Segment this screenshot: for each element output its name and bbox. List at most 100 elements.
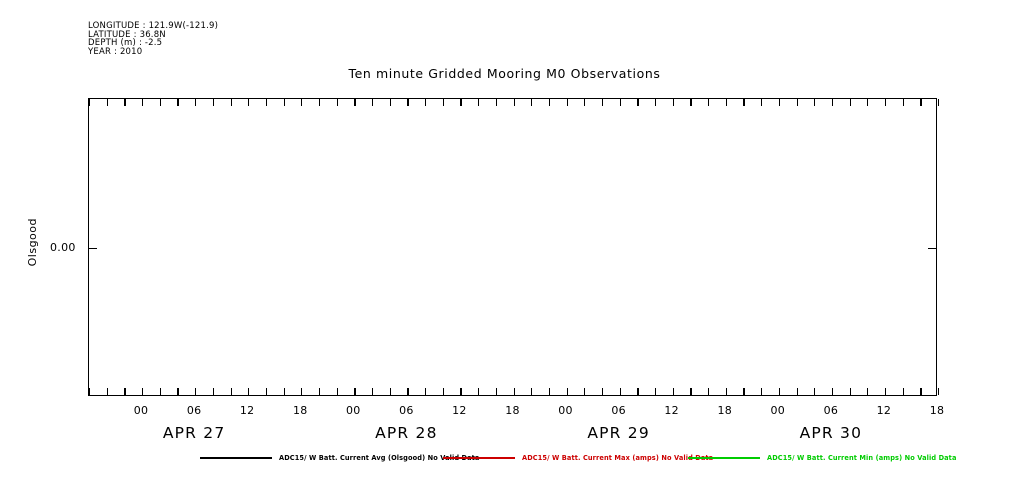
x-axis-tick-top bbox=[867, 99, 869, 106]
x-axis-tick-bottom bbox=[442, 388, 444, 395]
x-axis-tick-top bbox=[407, 99, 409, 106]
x-axis-tick-top bbox=[460, 99, 462, 106]
x-axis-tick-bottom bbox=[796, 388, 798, 395]
x-axis-tick-bottom bbox=[407, 388, 409, 395]
x-axis-tick-top bbox=[142, 99, 144, 106]
x-axis-tick-top bbox=[814, 99, 816, 106]
station-metadata: LONGITUDE : 121.9W(-121.9) LATITUDE : 36… bbox=[88, 22, 218, 56]
legend: ADC15/ W Batt. Current Avg (Olsgood) No … bbox=[0, 452, 1009, 466]
axis-tick-layer bbox=[89, 99, 940, 395]
x-axis-tick-top bbox=[478, 99, 480, 106]
x-axis-tick-bottom bbox=[849, 388, 851, 395]
x-axis-tick-bottom bbox=[354, 388, 356, 395]
x-axis-tick-bottom bbox=[425, 388, 427, 395]
x-axis-tick-top bbox=[442, 99, 444, 106]
x-axis-tick-top bbox=[318, 99, 321, 106]
legend-label: ADC15/ W Batt. Current Avg (Olsgood) No … bbox=[279, 453, 480, 463]
x-axis-date-label: APR 30 bbox=[799, 424, 863, 442]
x-axis-tick-top bbox=[831, 99, 834, 106]
legend-label: ADC15/ W Batt. Current Min (amps) No Val… bbox=[767, 453, 957, 463]
x-axis-tick-bottom bbox=[212, 388, 214, 395]
x-axis-tick-bottom bbox=[478, 388, 480, 395]
x-axis-tick-bottom bbox=[318, 388, 321, 395]
x-axis-tick-top bbox=[743, 99, 745, 106]
x-axis-tick-top bbox=[159, 99, 161, 106]
x-axis-tick-top bbox=[513, 99, 515, 106]
y-axis-tick-label: 0.00 bbox=[50, 241, 76, 254]
x-axis-tick-top bbox=[902, 99, 904, 106]
x-axis-tick-bottom bbox=[265, 388, 268, 395]
x-axis-tick-bottom bbox=[655, 388, 657, 395]
x-axis-hour-label: 06 bbox=[611, 404, 626, 417]
x-axis-hour-label: 06 bbox=[186, 404, 202, 417]
x-axis-tick-bottom bbox=[831, 388, 834, 395]
x-axis-tick-bottom bbox=[248, 388, 250, 395]
x-axis-tick-top bbox=[725, 99, 727, 106]
x-axis-tick-top bbox=[619, 99, 621, 106]
x-axis-tick-top bbox=[106, 99, 108, 106]
x-axis-date-label: APR 28 bbox=[375, 424, 438, 442]
x-axis-tick-bottom bbox=[495, 388, 497, 395]
x-axis-tick-top bbox=[230, 99, 232, 106]
x-axis-date-label: APR 27 bbox=[162, 424, 226, 442]
x-axis-tick-top bbox=[884, 99, 887, 106]
x-axis-tick-top bbox=[584, 99, 586, 106]
y-axis-label: Olsgood bbox=[26, 218, 39, 267]
x-axis-tick-bottom bbox=[124, 388, 126, 395]
x-axis-tick-bottom bbox=[513, 388, 515, 395]
x-axis-hour-labels: 00 06 12 18 00 06 12 18 00 06 12 18 00 06 12 18 bbox=[88, 404, 944, 418]
x-axis-tick-bottom bbox=[460, 388, 462, 395]
x-axis-tick-top bbox=[849, 99, 851, 106]
x-axis-tick-bottom bbox=[230, 388, 232, 395]
legend-entry: ADC15/ W Batt. Current Avg (Olsgood) No … bbox=[200, 452, 479, 464]
x-axis-tick-top bbox=[354, 99, 356, 106]
x-axis-hour-label: 00 bbox=[133, 404, 149, 417]
x-axis-tick-bottom bbox=[708, 388, 710, 395]
x-axis-tick-bottom bbox=[142, 388, 144, 395]
x-axis-hour-label: 18 bbox=[505, 404, 520, 417]
x-axis-tick-bottom bbox=[584, 388, 586, 395]
y-axis-tick-right bbox=[928, 248, 936, 250]
x-axis-hour-label: 12 bbox=[664, 404, 679, 417]
y-axis-tick-left bbox=[89, 248, 97, 250]
legend-color-swatch bbox=[200, 457, 272, 459]
x-axis-hour-label: 18 bbox=[292, 404, 308, 417]
x-axis-tick-bottom bbox=[814, 388, 816, 395]
x-axis-tick-bottom bbox=[601, 388, 604, 395]
x-axis-hour-label: 18 bbox=[717, 404, 733, 417]
x-axis-tick-bottom bbox=[867, 388, 869, 395]
x-axis-tick-bottom bbox=[743, 388, 745, 395]
x-axis-tick-top bbox=[672, 99, 674, 106]
x-axis-tick-top bbox=[389, 99, 391, 106]
legend-entry: ADC15/ W Batt. Current Max (amps) No Val… bbox=[443, 452, 713, 464]
x-axis-tick-bottom bbox=[195, 388, 197, 395]
x-axis-tick-bottom bbox=[283, 388, 285, 395]
x-axis-tick-bottom bbox=[761, 388, 763, 395]
x-axis-hour-label: 00 bbox=[346, 404, 361, 417]
x-axis-tick-bottom bbox=[672, 388, 674, 395]
chart-title: Ten minute Gridded Mooring M0 Observatio… bbox=[348, 66, 661, 81]
x-axis-tick-top bbox=[248, 99, 250, 106]
x-axis-tick-top bbox=[301, 99, 303, 106]
x-axis-hour-label: 12 bbox=[239, 404, 255, 417]
metadata-year: YEAR : 2010 bbox=[88, 46, 143, 57]
x-axis-tick-top bbox=[283, 99, 285, 106]
x-axis-tick-bottom bbox=[548, 388, 551, 395]
x-axis-tick-top bbox=[195, 99, 197, 106]
x-axis-tick-bottom bbox=[920, 388, 922, 395]
legend-color-swatch bbox=[443, 457, 515, 459]
x-axis-tick-top bbox=[655, 99, 657, 106]
x-axis-tick-top bbox=[177, 99, 179, 106]
metadata-longitude: LONGITUDE : 121.9W(-121.9) bbox=[88, 21, 219, 31]
legend-color-swatch bbox=[688, 457, 760, 459]
x-axis-tick-bottom bbox=[619, 388, 621, 395]
x-axis-tick-top bbox=[124, 99, 126, 106]
x-axis-hour-label: 12 bbox=[452, 404, 467, 417]
legend-entry: ADC15/ W Batt. Current Min (amps) No Val… bbox=[688, 452, 957, 464]
x-axis-hour-label: 06 bbox=[823, 404, 839, 417]
x-axis-hour-label: 12 bbox=[876, 404, 892, 417]
x-axis-tick-top bbox=[89, 99, 91, 106]
x-axis-tick-bottom bbox=[531, 388, 533, 395]
metadata-latitude: LATITUDE : 36.8N bbox=[88, 29, 166, 40]
x-axis-tick-top bbox=[690, 99, 692, 106]
